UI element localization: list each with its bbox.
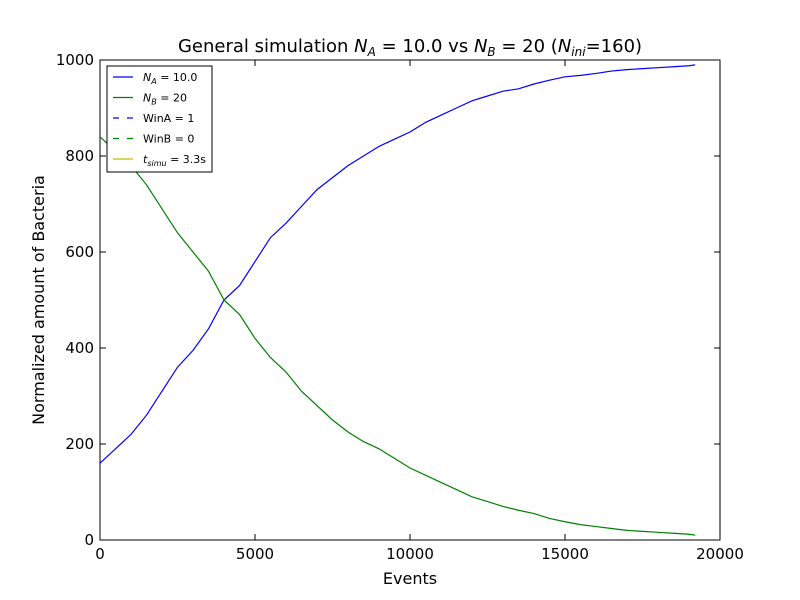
y-tick-label: 200 (65, 435, 94, 453)
legend-label: NB = 20 (143, 92, 187, 107)
legend-label: WinB = 0 (143, 133, 194, 146)
y-tick-label: 800 (65, 147, 94, 165)
y-axis-label: Normalized amount of Bacteria (29, 175, 48, 425)
legend-label: WinA = 1 (143, 112, 194, 125)
title-nini-sub: ini (571, 45, 586, 59)
title-na-value: = 10.0 vs (376, 36, 474, 57)
y-tick-label: 600 (65, 243, 94, 261)
title-nini-label: N (558, 36, 571, 57)
legend-label: tsimu = 3.3s (143, 153, 206, 168)
title-nb-label: N (474, 36, 487, 57)
title-nb-value: = 20 ( (496, 36, 558, 57)
axis-ticks: 0 5000 10000 15000 20000 0 200 400 600 800 1000 (56, 51, 744, 563)
title-nini-value: =160) (586, 36, 642, 57)
title-na-label: N (354, 36, 367, 57)
x-tick-label: 0 (95, 545, 105, 563)
x-tick-label: 20000 (696, 545, 744, 563)
title-nb-sub: B (487, 45, 495, 59)
series-line-1 (99, 136, 696, 536)
y-tick-label: 0 (84, 531, 94, 549)
y-tick-label: 400 (65, 339, 94, 357)
series-lines (99, 64, 696, 536)
x-tick-label: 5000 (236, 545, 274, 563)
x-tick-label: 15000 (541, 545, 589, 563)
x-tick-label: 10000 (386, 545, 434, 563)
y-tick-label: 1000 (56, 51, 94, 69)
title-na-sub: A (367, 45, 376, 59)
chart-title: General simulation NA = 10.0 vs NB = 20 … (178, 36, 642, 59)
legend-label: NA = 10.0 (143, 71, 197, 86)
legend: NA = 10.0 NB = 20 WinA = 1 WinB = 0 tsimu = … (106, 65, 213, 173)
x-axis-label: Events (383, 569, 437, 588)
series-line-0 (99, 64, 696, 464)
title-prefix: General simulation (178, 36, 354, 57)
legend-box (106, 65, 213, 173)
